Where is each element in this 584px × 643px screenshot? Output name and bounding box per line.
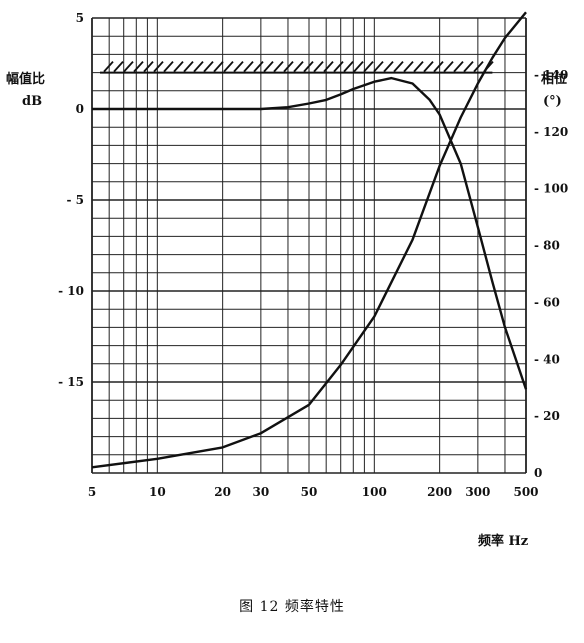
- right-tick-label: - 80: [534, 239, 560, 253]
- right-axis-label: 相位: [541, 72, 568, 87]
- figure-caption: 图 12 频率特性: [239, 599, 345, 615]
- hatch-mark: [443, 60, 454, 73]
- hatch-mark: [303, 60, 314, 73]
- hatch-mark: [133, 60, 144, 73]
- hatch-mark: [353, 60, 364, 73]
- hatch-mark: [163, 60, 174, 73]
- hatch-mark: [153, 60, 164, 73]
- x-tick-label: 500: [513, 485, 538, 499]
- right-tick-label: - 140: [534, 68, 568, 82]
- hatch-mark: [243, 60, 254, 73]
- hatch-mark: [313, 60, 324, 73]
- right-axis-ticks: 0 - 20 - 40 - 60 - 80 - 100 - 120 - 140: [534, 68, 568, 480]
- phase-curve: [91, 11, 527, 469]
- hatch-mark: [283, 60, 294, 73]
- hatch-mark: [193, 60, 204, 73]
- right-axis-unit: (°): [543, 94, 562, 109]
- x-tick-label: 300: [465, 485, 490, 499]
- x-axis-ticks: 5 10 20 30 50 100 200 300 500: [88, 485, 539, 499]
- x-tick-label: 200: [427, 485, 452, 499]
- right-tick-label: - 120: [534, 125, 568, 139]
- hatch-mark: [103, 60, 114, 73]
- hatch-mark: [453, 60, 464, 73]
- x-tick-label: 5: [88, 485, 96, 499]
- hatch-mark: [183, 60, 194, 73]
- frequency-response-chart: 5 10 20 30 50 100 200 300 500 50- 5- 10- 15 0- 2…: [58, 11, 568, 499]
- x-tick-label: 30: [253, 485, 270, 499]
- left-tick-label: - 10: [58, 284, 84, 298]
- hatch-mark: [423, 60, 434, 73]
- left-axis-label: 幅值比: [6, 72, 46, 87]
- hatch-mark: [413, 60, 424, 73]
- amplitude-curve: [92, 76, 528, 390]
- chart-series: [91, 11, 528, 469]
- hatch-mark: [173, 60, 184, 73]
- hatch-mark: [433, 60, 444, 73]
- x-tick-label: 20: [214, 485, 231, 499]
- hatch-mark: [473, 60, 484, 73]
- hatch-mark: [463, 60, 474, 73]
- hatch-mark: [373, 60, 384, 73]
- hatch-mark: [233, 60, 244, 73]
- hatch-mark: [383, 60, 394, 73]
- hatched-limit-band: [100, 60, 494, 74]
- hatch-mark: [343, 60, 354, 73]
- left-tick-label: - 5: [66, 193, 84, 207]
- x-tick-label: 10: [149, 485, 166, 499]
- left-axis-unit: dB: [22, 94, 43, 109]
- hatch-mark: [223, 60, 234, 73]
- hatch-mark: [123, 60, 134, 73]
- hatch-mark: [263, 60, 274, 73]
- right-tick-label: - 20: [534, 409, 560, 423]
- hatch-mark: [293, 60, 304, 73]
- hatch-mark: [203, 60, 214, 73]
- hatch-mark: [143, 60, 154, 73]
- x-axis-label: 频率 Hz: [478, 534, 529, 549]
- right-tick-label: 0: [534, 466, 542, 480]
- right-tick-label: - 40: [534, 352, 560, 366]
- hatch-mark: [363, 60, 374, 73]
- hatch-mark: [273, 60, 284, 73]
- hatch-mark: [323, 60, 334, 73]
- left-tick-label: - 15: [58, 375, 84, 389]
- x-tick-label: 100: [362, 485, 387, 499]
- hatch-mark: [403, 60, 414, 73]
- hatch-mark: [333, 60, 344, 73]
- hatch-mark: [113, 60, 124, 73]
- hatch-mark: [213, 60, 224, 73]
- hatch-mark: [393, 60, 404, 73]
- right-tick-label: - 100: [534, 182, 568, 196]
- x-tick-label: 50: [301, 485, 318, 499]
- hatch-mark: [253, 60, 264, 73]
- right-tick-label: - 60: [534, 295, 560, 309]
- left-axis-ticks: 5 0 - 5 - 10 - 15: [58, 11, 84, 389]
- left-tick-label: 5: [76, 11, 84, 25]
- left-tick-label: 0: [76, 102, 84, 116]
